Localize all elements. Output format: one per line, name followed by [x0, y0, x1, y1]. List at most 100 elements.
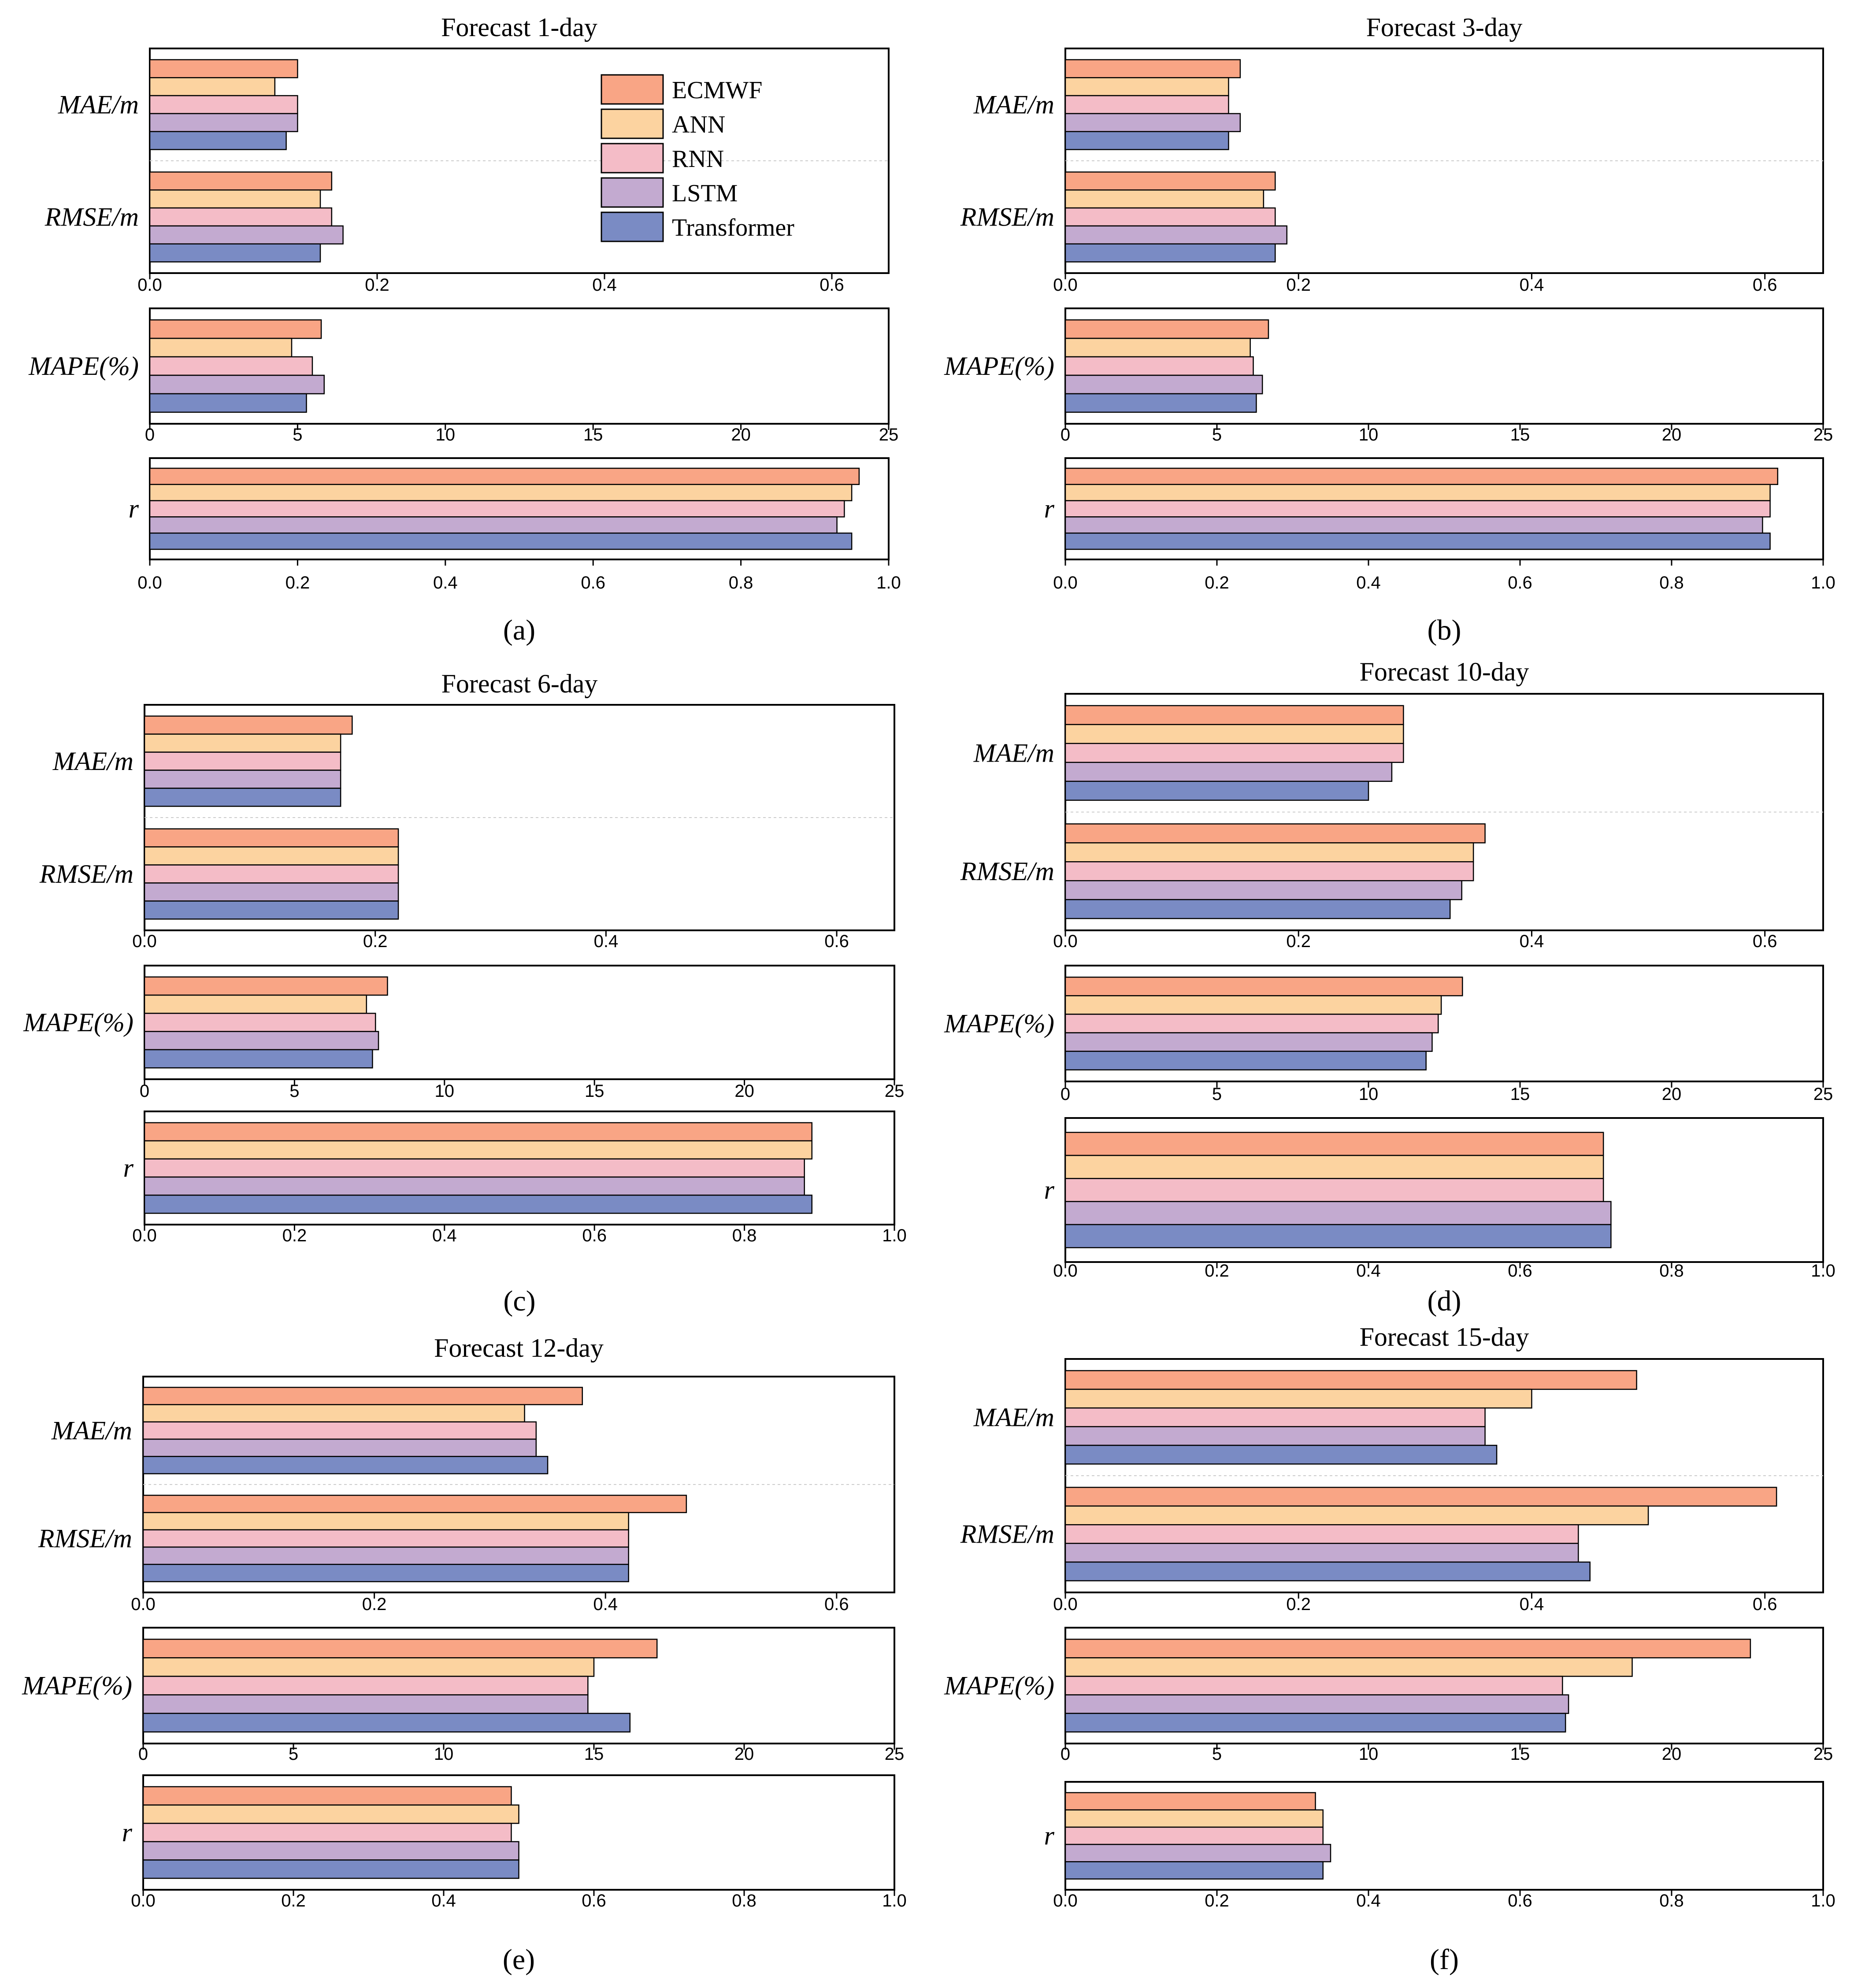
- bar-mae-m-lstm: [149, 113, 298, 132]
- bar-mape-ecmwf: [142, 1639, 658, 1659]
- x-tick-label: 0.2: [1205, 1261, 1229, 1281]
- bar-mae-m-transformer: [1064, 781, 1369, 801]
- metric-label-rmse-m: RMSE/m: [38, 1524, 132, 1553]
- bar-mae-m-lstm: [1064, 113, 1241, 132]
- chart-title: Forecast 12-day: [434, 1333, 604, 1362]
- chart-title: Forecast 6-day: [441, 669, 598, 698]
- bar-rmse-m-ann: [144, 846, 399, 866]
- x-tick-label: 0.4: [594, 932, 619, 951]
- x-tick-label: 20: [1662, 1085, 1682, 1104]
- chart-panel-6: Forecast 15-day (f) MAE/m RMSE/m 0.0 0.2 0.4 0.…: [944, 1322, 1835, 1976]
- bar-rmse-m-ecmwf: [1064, 823, 1486, 844]
- x-tick-label: 0.4: [1356, 1261, 1381, 1281]
- x-tick-label: 0.8: [729, 573, 753, 592]
- x-tick-label: 1.0: [876, 573, 901, 592]
- bar-rmse-m-ann: [149, 189, 321, 209]
- x-tick-label: 20: [731, 425, 751, 444]
- x-tick-label: 10: [435, 1081, 455, 1101]
- metric-label-r: r: [1044, 1821, 1055, 1851]
- bar-mape-lstm: [1064, 1694, 1569, 1714]
- bar-rmse-m-lstm: [1064, 1543, 1579, 1563]
- bar-rmse-m-ecmwf: [149, 171, 333, 191]
- x-tick-label: 0.8: [732, 1226, 757, 1245]
- bar-mae-m-rnn: [1064, 1407, 1486, 1427]
- bar-r-lstm: [149, 516, 838, 534]
- bar-mae-m-lstm: [1064, 762, 1393, 782]
- x-tick-label: 0.0: [131, 1595, 156, 1614]
- bar-mae-m-ecmwf: [1064, 59, 1241, 78]
- x-tick-label: 0.0: [1053, 275, 1078, 295]
- chart-title: Forecast 10-day: [1360, 657, 1529, 686]
- bar-r-rnn: [142, 1822, 512, 1843]
- bar-mape-rnn: [144, 1013, 376, 1032]
- bar-rmse-m-ecmwf: [142, 1495, 687, 1513]
- bar-mae-m-rnn: [1064, 95, 1229, 115]
- x-tick-label: 25: [885, 1744, 905, 1764]
- bar-mape-ann: [142, 1657, 595, 1677]
- bar-r-rnn: [1064, 500, 1771, 518]
- bar-mape-lstm: [144, 1031, 379, 1051]
- metric-label-mape: MAPE(%): [944, 1671, 1054, 1700]
- x-tick-label: 25: [885, 1081, 905, 1101]
- bar-mae-m-rnn: [149, 95, 298, 115]
- bar-mape-ecmwf: [1064, 977, 1463, 996]
- x-tick-label: 0: [1060, 1744, 1070, 1764]
- panel-letter: (e): [503, 1944, 535, 1976]
- bar-rmse-m-rnn: [142, 1529, 629, 1548]
- x-tick-label: 20: [1662, 425, 1682, 444]
- x-tick-label: 0.6: [824, 932, 849, 951]
- x-tick-label: 0.6: [1508, 1891, 1532, 1910]
- metric-label-r: r: [122, 1818, 133, 1847]
- bar-rmse-m-transformer: [142, 1564, 629, 1582]
- bar-mae-m-transformer: [142, 1456, 549, 1474]
- x-tick-label: 5: [289, 1744, 298, 1764]
- x-tick-label: 0.4: [433, 573, 458, 592]
- bar-r-rnn: [144, 1158, 805, 1178]
- bar-mae-m-rnn: [144, 752, 341, 771]
- metric-label-r: r: [1044, 1176, 1055, 1205]
- x-tick-label: 0.2: [281, 1891, 306, 1910]
- bar-rmse-m-ann: [1064, 842, 1474, 863]
- x-tick-label: 20: [734, 1081, 754, 1101]
- metric-label-mae-m: MAE/m: [58, 90, 139, 119]
- x-tick-label: 0.4: [592, 275, 617, 295]
- bar-mae-m-lstm: [142, 1438, 537, 1457]
- metric-label-r: r: [1044, 494, 1055, 523]
- x-tick-label: 0.6: [819, 275, 844, 295]
- x-tick-label: 20: [734, 1744, 754, 1764]
- x-tick-label: 0: [1060, 1085, 1070, 1104]
- bar-r-ecmwf: [1064, 1792, 1316, 1810]
- bar-mae-m-ann: [149, 77, 276, 96]
- bar-rmse-m-transformer: [149, 243, 321, 263]
- chart-panel-2: Forecast 3-day (b) MAE/m RMSE/m 0.0 0.2 0.4 0.6…: [944, 13, 1835, 646]
- x-tick-label: 15: [584, 1744, 604, 1764]
- x-tick-label: 15: [585, 1081, 604, 1101]
- bar-mape-ecmwf: [1064, 1639, 1751, 1659]
- x-tick-label: 0.6: [582, 1891, 606, 1910]
- metric-label-mae-m: MAE/m: [973, 738, 1054, 767]
- bar-mae-m-transformer: [1064, 1444, 1498, 1465]
- bar-r-ann: [149, 484, 853, 501]
- x-tick-label: 15: [1510, 425, 1530, 444]
- bar-r-ann: [142, 1804, 519, 1824]
- x-tick-label: 10: [1359, 425, 1379, 444]
- metric-label-mae-m: MAE/m: [51, 1416, 132, 1445]
- bar-mape-ann: [144, 994, 367, 1014]
- x-tick-label: 0.8: [1659, 1261, 1684, 1281]
- bar-r-ecmwf: [1064, 1132, 1604, 1156]
- bar-rmse-m-transformer: [1064, 1561, 1591, 1581]
- x-tick-label: 0.2: [1286, 932, 1311, 951]
- bar-r-transformer: [1064, 532, 1771, 550]
- x-tick-label: 0.4: [1520, 1595, 1544, 1614]
- metric-label-r: r: [123, 1154, 134, 1183]
- x-tick-label: 10: [1359, 1744, 1379, 1764]
- bar-r-ann: [1064, 1809, 1324, 1828]
- chart-panel-5: Forecast 12-day (e) MAE/m RMSE/m 0.0 0.2 0.4 0.…: [22, 1333, 907, 1976]
- bar-mape-transformer: [144, 1049, 373, 1069]
- bar-rmse-m-ann: [1064, 1505, 1649, 1525]
- bar-mape-transformer: [1064, 1713, 1566, 1733]
- panel-letter: (b): [1428, 614, 1461, 646]
- x-tick-label: 0.4: [1520, 275, 1544, 295]
- x-tick-label: 0.2: [1205, 1891, 1229, 1910]
- x-tick-label: 0: [1060, 425, 1070, 444]
